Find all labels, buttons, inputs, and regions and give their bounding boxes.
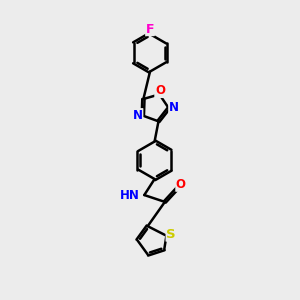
Text: O: O <box>155 85 165 98</box>
Text: N: N <box>133 109 143 122</box>
Text: S: S <box>166 228 176 241</box>
Text: N: N <box>169 101 179 114</box>
Text: O: O <box>176 178 186 191</box>
Text: F: F <box>146 22 154 36</box>
Text: HN: HN <box>119 188 139 202</box>
